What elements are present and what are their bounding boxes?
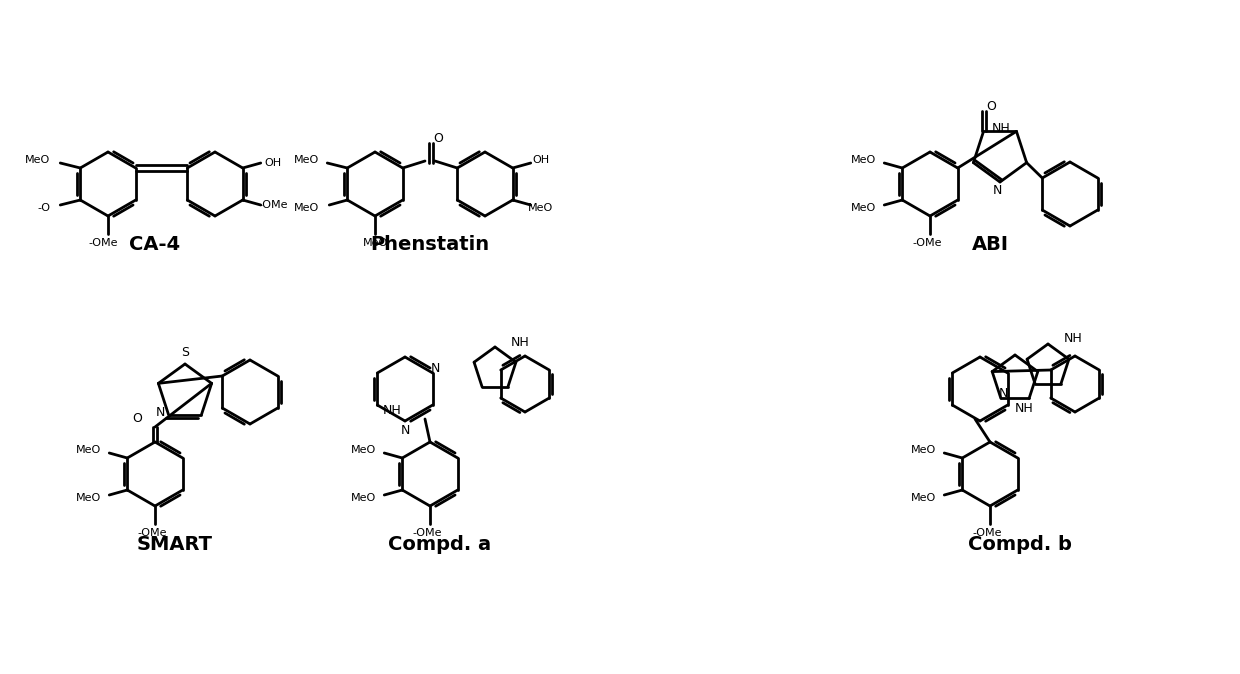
Text: MeO: MeO: [528, 203, 553, 213]
Text: MeO: MeO: [851, 155, 877, 165]
Text: MeO: MeO: [294, 203, 319, 213]
Text: MeO: MeO: [76, 445, 102, 455]
Text: N: N: [432, 361, 440, 375]
Text: OH: OH: [532, 155, 549, 165]
Text: Phenstatin: Phenstatin: [371, 235, 490, 253]
Text: S: S: [181, 346, 188, 359]
Text: MeO: MeO: [25, 155, 51, 165]
Text: N: N: [156, 406, 165, 419]
Text: -OMe: -OMe: [258, 200, 288, 210]
Text: NH: NH: [511, 336, 529, 348]
Text: N: N: [992, 183, 1002, 197]
Text: OH: OH: [264, 158, 281, 168]
Text: -OMe: -OMe: [88, 238, 118, 248]
Text: -OMe: -OMe: [972, 528, 1002, 538]
Text: N: N: [401, 425, 409, 437]
Text: SMART: SMART: [136, 534, 213, 553]
Text: N: N: [999, 387, 1008, 400]
Text: MeO: MeO: [351, 493, 376, 503]
Text: MeO: MeO: [351, 445, 376, 455]
Text: Compd. a: Compd. a: [388, 534, 491, 553]
Text: -O: -O: [37, 203, 51, 213]
Text: NH: NH: [1014, 402, 1033, 415]
Text: NH: NH: [1064, 332, 1083, 346]
Text: MeO: MeO: [362, 238, 388, 248]
Text: O: O: [433, 131, 443, 144]
Text: MeO: MeO: [76, 493, 102, 503]
Text: MeO: MeO: [911, 493, 936, 503]
Text: NH: NH: [383, 404, 402, 417]
Text: MeO: MeO: [851, 203, 877, 213]
Text: NH: NH: [992, 122, 1011, 135]
Text: -OMe: -OMe: [913, 238, 941, 248]
Text: ABI: ABI: [971, 235, 1008, 253]
Text: CA-4: CA-4: [129, 235, 181, 253]
Text: -OMe: -OMe: [412, 528, 441, 538]
Text: O: O: [133, 412, 141, 425]
Text: Compd. b: Compd. b: [968, 534, 1071, 553]
Text: O: O: [987, 100, 997, 113]
Text: MeO: MeO: [294, 155, 319, 165]
Text: MeO: MeO: [911, 445, 936, 455]
Text: -OMe: -OMe: [138, 528, 166, 538]
